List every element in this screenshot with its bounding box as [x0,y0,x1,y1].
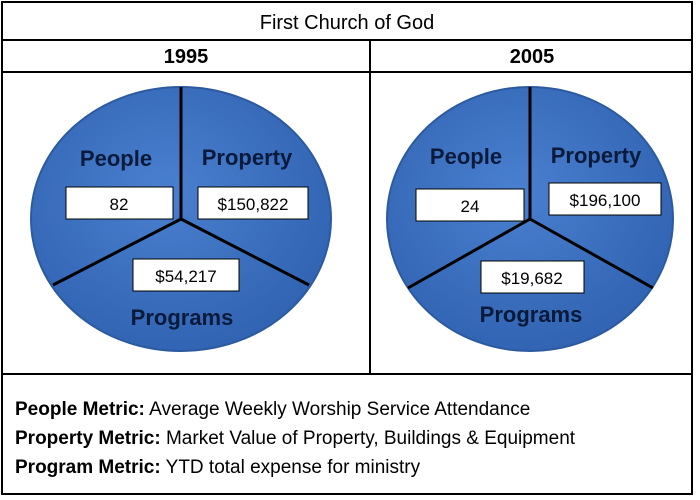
property-label: Property [202,145,293,170]
title-divider [3,39,691,41]
legend-text: YTD total expense for ministry [165,457,421,478]
pie-divider-left [52,217,182,287]
legend-key: People Metric: [15,399,145,420]
diagram-frame: First Church of God 1995 2005 People Pro… [1,1,693,495]
people-label: People [80,146,152,171]
programs-value: $19,682 [501,269,562,288]
legend-key: Program Metric: [15,457,161,478]
people-value: 24 [461,197,480,216]
property-value: $150,822 [218,195,289,214]
legend-row-people: People Metric: Average Weekly Worship Se… [15,395,691,424]
legend-text: Average Weekly Worship Service Attendanc… [149,399,531,420]
property-label: Property [551,143,642,168]
metric-legend: People Metric: Average Weekly Worship Se… [15,395,691,482]
pie-chart-1995: People Property Programs 82 $150,822 $54… [30,86,332,352]
legend-row-programs: Program Metric: YTD total expense for mi… [15,453,691,482]
legend-row-property: Property Metric: Market Value of Propert… [15,424,691,453]
legend-key: Property Metric: [15,428,161,449]
people-value-box [415,188,525,222]
programs-value: $54,217 [155,267,216,286]
year-1995-header: 1995 [163,45,209,68]
diagram-title: First Church of God [259,11,435,34]
pie-divider-right [180,217,310,287]
pie-divider-left [407,217,531,290]
people-label: People [430,144,502,169]
programs-value-box [480,260,585,294]
year-divider [3,71,691,73]
property-value-box [197,186,309,220]
pie-divider-right [529,217,654,290]
people-value-box [65,186,174,220]
programs-label: Programs [131,305,234,330]
legend-divider [3,373,691,375]
panel-divider [369,39,371,373]
programs-label: Programs [480,302,583,327]
legend-text: Market Value of Property, Buildings & Eq… [165,428,576,449]
year-2005-header: 2005 [509,45,555,68]
programs-value-box [132,258,240,292]
people-value: 82 [110,195,129,214]
property-value: $196,100 [570,191,641,210]
pie-chart-2005: People Property Programs 24 $196,100 $19… [386,86,674,352]
property-value-box [548,182,662,216]
